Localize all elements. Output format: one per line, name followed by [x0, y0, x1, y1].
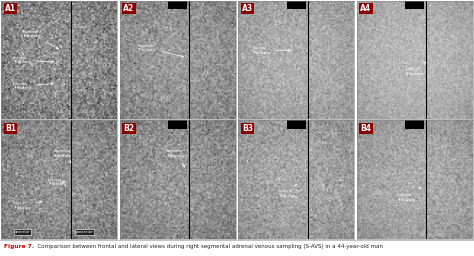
Text: Inferior
Tributary: Inferior Tributary: [405, 62, 426, 76]
Text: B2: B2: [123, 124, 135, 133]
Text: Inferior
Tributary: Inferior Tributary: [397, 187, 421, 201]
Text: anterior: anterior: [14, 230, 30, 234]
Text: Inferior
Tributary: Inferior Tributary: [13, 201, 42, 210]
Bar: [168, 120, 187, 129]
Text: B4: B4: [360, 124, 372, 133]
Text: Lateral
Tributary: Lateral Tributary: [48, 178, 66, 186]
Text: A3: A3: [242, 4, 253, 13]
Text: Superior
Tributary: Superior Tributary: [54, 149, 72, 163]
Text: Inferior
Tributary: Inferior Tributary: [13, 81, 54, 90]
Bar: [405, 120, 424, 129]
Text: posterior: posterior: [76, 230, 93, 234]
Text: B3: B3: [242, 124, 253, 133]
Text: Lateral
Tributary: Lateral Tributary: [279, 184, 297, 198]
Bar: [287, 120, 306, 129]
Text: Lateral
Tributary: Lateral Tributary: [252, 46, 291, 55]
Text: A4: A4: [360, 4, 372, 13]
Text: Lateral
Tributary: Lateral Tributary: [13, 56, 54, 64]
Text: A1: A1: [5, 4, 16, 13]
Bar: [168, 1, 187, 9]
Text: Figure 7.: Figure 7.: [4, 243, 34, 249]
Text: Comparison between frontal and lateral views during right segmental adrenal veno: Comparison between frontal and lateral v…: [34, 243, 383, 249]
Bar: [287, 1, 306, 9]
Text: A2: A2: [123, 4, 135, 13]
Text: Superior
Tributary: Superior Tributary: [166, 149, 185, 167]
Text: Superior
Tributary: Superior Tributary: [22, 29, 58, 49]
Bar: [405, 1, 424, 9]
Text: Superior
Tributary: Superior Tributary: [137, 44, 183, 57]
Text: B1: B1: [5, 124, 16, 133]
